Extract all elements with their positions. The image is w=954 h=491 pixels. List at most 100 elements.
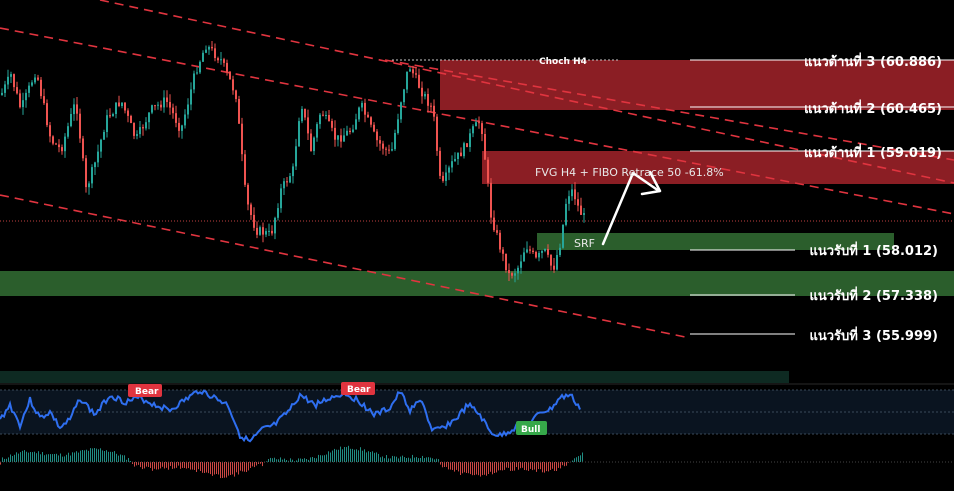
candle-body bbox=[370, 117, 372, 125]
histogram-bar bbox=[220, 462, 221, 479]
candle-body bbox=[58, 144, 60, 148]
histogram-bar bbox=[122, 455, 123, 462]
histogram-bar bbox=[268, 459, 269, 462]
candle bbox=[577, 192, 579, 212]
candle bbox=[328, 110, 330, 122]
candle bbox=[526, 241, 528, 254]
histogram-bar bbox=[256, 462, 257, 466]
histogram-bar bbox=[14, 454, 15, 462]
histogram-bar bbox=[466, 462, 467, 473]
candle bbox=[193, 70, 195, 94]
histogram-bar bbox=[270, 457, 271, 462]
candle-body bbox=[64, 136, 66, 152]
histogram-bar bbox=[332, 450, 333, 462]
candle bbox=[205, 45, 207, 54]
trendline-lower bbox=[0, 194, 691, 339]
histogram-bar bbox=[86, 449, 87, 462]
histogram-bar bbox=[446, 462, 447, 467]
candle bbox=[283, 178, 285, 195]
candle-body bbox=[442, 175, 444, 181]
fvg-zone bbox=[482, 151, 954, 184]
histogram-bar bbox=[426, 457, 427, 462]
histogram-bar bbox=[56, 453, 57, 462]
candle-body bbox=[526, 249, 528, 253]
candle bbox=[403, 88, 405, 106]
histogram-bar bbox=[48, 454, 49, 462]
candle-body bbox=[61, 147, 63, 152]
histogram-bar bbox=[216, 462, 217, 474]
candle bbox=[55, 142, 57, 145]
histogram-bar bbox=[318, 454, 319, 462]
candle-body bbox=[544, 249, 546, 251]
candle bbox=[478, 116, 480, 129]
candle bbox=[547, 244, 549, 258]
histogram-bar bbox=[560, 462, 561, 469]
candle bbox=[466, 143, 468, 148]
candle-body bbox=[499, 232, 501, 250]
candle bbox=[268, 223, 270, 236]
histogram-bar bbox=[238, 462, 239, 475]
candle bbox=[274, 216, 276, 240]
candle bbox=[166, 90, 168, 108]
candle bbox=[298, 117, 300, 147]
histogram-bar bbox=[158, 462, 159, 470]
candle bbox=[544, 248, 546, 253]
histogram-bar bbox=[430, 457, 431, 462]
histogram-bar bbox=[440, 462, 441, 465]
histogram-bar bbox=[64, 456, 65, 462]
histogram-bar bbox=[180, 462, 181, 469]
candle-body bbox=[454, 159, 456, 162]
candle bbox=[370, 116, 372, 128]
candle bbox=[37, 74, 39, 81]
histogram-bar bbox=[164, 462, 165, 469]
histogram-bar bbox=[366, 452, 367, 462]
support-2-label: แนวรับที่ 2 (57.338) bbox=[809, 286, 938, 304]
histogram-bar bbox=[454, 462, 455, 472]
candle-body bbox=[553, 265, 555, 270]
bear-badge-1-label: Bear bbox=[135, 387, 159, 397]
candle-body bbox=[577, 199, 579, 206]
histogram-bar bbox=[214, 462, 215, 475]
candle-body bbox=[346, 130, 348, 136]
candle bbox=[391, 142, 393, 152]
candle-body bbox=[583, 213, 585, 215]
histogram-bar bbox=[552, 462, 553, 469]
candle bbox=[232, 75, 234, 95]
candle-body bbox=[124, 102, 126, 111]
candle bbox=[271, 225, 273, 236]
candle bbox=[235, 89, 237, 103]
projection-arrowhead bbox=[640, 170, 662, 196]
histogram-bar bbox=[228, 462, 229, 476]
candle-body bbox=[172, 107, 174, 114]
candle-body bbox=[295, 146, 297, 167]
candle bbox=[190, 82, 192, 111]
candle bbox=[124, 102, 126, 114]
candle bbox=[133, 122, 135, 140]
histogram-bar bbox=[354, 449, 355, 462]
histogram-bar bbox=[162, 462, 163, 467]
histogram-bar bbox=[176, 462, 177, 468]
candle bbox=[172, 103, 174, 119]
candle bbox=[301, 106, 303, 124]
candle bbox=[25, 89, 27, 108]
histogram-bar bbox=[456, 462, 457, 470]
candle-body bbox=[301, 108, 303, 122]
candle bbox=[106, 109, 108, 138]
candle bbox=[277, 203, 279, 221]
candle-body bbox=[391, 149, 393, 151]
histogram-bar bbox=[276, 459, 277, 462]
candle-body bbox=[220, 59, 222, 61]
candle-body bbox=[307, 117, 309, 134]
histogram-bar bbox=[488, 462, 489, 474]
histogram-bar bbox=[548, 462, 549, 472]
histogram-bar bbox=[190, 462, 191, 470]
histogram-bar bbox=[572, 460, 573, 462]
candle bbox=[97, 144, 99, 168]
histogram-bar bbox=[272, 458, 273, 462]
histogram-bar bbox=[506, 462, 507, 468]
histogram-bar bbox=[100, 448, 101, 462]
histogram-bar bbox=[462, 462, 463, 474]
candle-body bbox=[469, 133, 471, 147]
